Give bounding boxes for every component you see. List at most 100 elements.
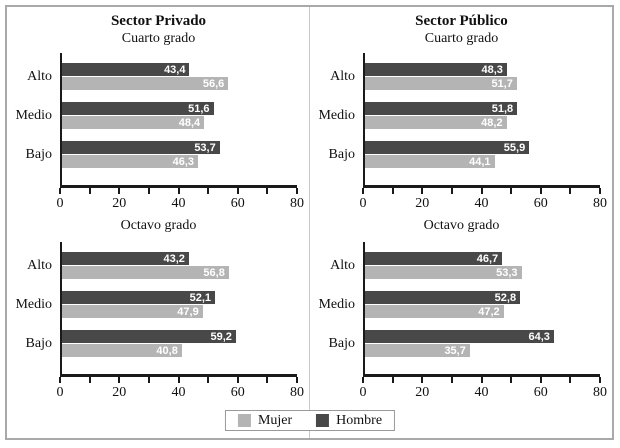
- plot-area: Alto 43,2 56,8 Medio 52,1 47,9 Bajo 59,2 40,8: [15, 242, 297, 374]
- chart-header: Sector Público Cuarto grado: [310, 13, 613, 47]
- bar-group: Bajo 53,7 46,3: [26, 141, 297, 168]
- x-axis-tick: [177, 188, 180, 194]
- x-axis-tick-label: 0: [359, 385, 367, 400]
- x-axis-tick: [236, 188, 239, 194]
- legend-swatch: [316, 414, 330, 427]
- x-axis-tick-label: 60: [533, 385, 548, 400]
- x-axis-tick: [296, 188, 298, 194]
- x-axis-tick-label: 40: [474, 385, 489, 400]
- x-axis-tick: [599, 377, 601, 383]
- bar-value-label: 55,9: [503, 141, 526, 154]
- chart-subtitle: Cuarto grado: [424, 31, 499, 46]
- bar-group: Medio 52,8 47,2: [318, 291, 600, 318]
- x-axis-tick: [147, 377, 150, 383]
- bar-value-label: 51,6: [188, 102, 210, 115]
- x-axis-tick: [510, 188, 513, 194]
- chart-subtitle: Cuarto grado: [121, 31, 196, 46]
- bar-group: Medio 52,1 47,9: [15, 291, 297, 318]
- bar-hombre: 43,4: [62, 63, 190, 76]
- bar-hombre: 51,8: [365, 102, 518, 115]
- bar-hombre: 48,3: [365, 63, 507, 76]
- x-axis-tick: [450, 188, 453, 194]
- bar-hombre: 64,3: [365, 330, 554, 343]
- x-axis-tick: [391, 188, 394, 194]
- legend-swatch: [237, 414, 251, 427]
- bar-mujer: 46,3: [62, 155, 198, 168]
- bar-mujer: 56,8: [62, 266, 229, 279]
- bar-value-label: 46,7: [476, 252, 499, 265]
- x-axis-tick: [421, 188, 424, 194]
- x-axis-tick: [539, 188, 542, 194]
- x-axis-tick: [207, 188, 210, 194]
- column-divider-line: [309, 7, 310, 438]
- chart-panel: Octavo grado Alto 46,7 53,3 Medio 52,8 47,2 Ba…: [310, 212, 613, 441]
- chart-panel: Octavo grado Alto 43,2 56,8 Medio 52,1 47,9 Ba…: [7, 212, 310, 441]
- x-axis-tick-label: 40: [171, 196, 186, 211]
- bar-hombre: 55,9: [365, 141, 530, 154]
- bar-mujer: 44,1: [365, 155, 495, 168]
- bar-value-label: 46,3: [172, 155, 194, 168]
- bar-mujer: 47,2: [365, 305, 504, 318]
- bar-mujer: 51,7: [365, 77, 517, 90]
- bar-value-label: 48,3: [481, 63, 503, 76]
- bar-value-label: 64,3: [528, 330, 550, 343]
- category-label: Bajo: [25, 335, 52, 351]
- x-axis-tick-label: 80: [290, 196, 304, 211]
- chart-grid: Sector Privado Cuarto grado Alto 43,4 56,6…: [7, 7, 613, 441]
- x-axis-tick: [510, 377, 513, 383]
- bar-value-label: 56,8: [203, 266, 225, 279]
- x-axis-tick: [421, 377, 424, 383]
- x-axis-tick: [118, 188, 121, 194]
- bar-mujer: 40,8: [62, 344, 182, 357]
- bar-value-label: 51,8: [491, 102, 514, 115]
- bar-value-label: 48,4: [178, 116, 201, 129]
- bar-value-label: 51,7: [491, 77, 513, 90]
- x-axis: 0 20 40 60 80: [57, 185, 304, 216]
- x-axis-tick: [177, 377, 180, 383]
- x-axis-tick: [118, 377, 121, 383]
- x-axis-tick: [599, 188, 601, 194]
- bar-value-label: 43,2: [163, 252, 185, 265]
- x-axis-tick-label: 20: [112, 196, 127, 211]
- bar-group: Bajo 55,9 44,1: [329, 141, 600, 168]
- bar-hombre: 52,8: [365, 291, 521, 304]
- chart-title: Sector Privado: [110, 13, 207, 29]
- x-axis-tick: [207, 377, 210, 383]
- x-axis-tick: [296, 377, 298, 383]
- x-axis: 0 20 40 60 80: [57, 374, 304, 405]
- bar-value-label: 52,8: [494, 291, 517, 304]
- x-axis-tick: [59, 188, 61, 194]
- bar-value-label: 35,7: [444, 344, 466, 357]
- x-axis-tick: [266, 377, 269, 383]
- chart-subtitle: Octavo grado: [423, 218, 500, 233]
- category-label: Alto: [27, 68, 52, 84]
- x-axis-tick: [391, 377, 394, 383]
- bar-hombre: 46,7: [365, 252, 503, 265]
- x-axis-tick: [480, 377, 483, 383]
- x-axis-tick: [88, 377, 91, 383]
- x-axis-tick-label: 0: [359, 196, 367, 211]
- chart-header: Sector Privado Cuarto grado: [7, 13, 310, 47]
- x-axis-tick: [362, 377, 364, 383]
- category-label: Medio: [15, 296, 52, 312]
- x-axis-tick-label: 20: [415, 385, 430, 400]
- chart-header: Octavo grado: [310, 217, 613, 234]
- x-axis-tick: [569, 377, 572, 383]
- bar-group: Bajo 64,3 35,7: [329, 330, 600, 357]
- x-axis-tick-label: 40: [474, 196, 489, 211]
- bar-hombre: 51,6: [62, 102, 214, 115]
- bar-mujer: 48,2: [365, 116, 507, 129]
- bar-value-label: 44,1: [469, 155, 491, 168]
- bar-value-label: 48,2: [481, 116, 503, 129]
- x-axis-tick-label: 40: [171, 385, 186, 400]
- x-axis-tick: [266, 188, 269, 194]
- x-axis-tick-label: 80: [290, 385, 304, 400]
- bar-group: Medio 51,6 48,4: [15, 102, 297, 129]
- x-axis-tick-label: 60: [230, 196, 245, 211]
- x-axis-tick: [480, 188, 483, 194]
- x-axis-tick-label: 80: [593, 196, 607, 211]
- category-label: Alto: [27, 257, 52, 273]
- plot-area: Alto 43,4 56,6 Medio 51,6 48,4 Bajo 53,7 46,3: [15, 53, 297, 185]
- chart-title: Sector Público: [415, 13, 508, 29]
